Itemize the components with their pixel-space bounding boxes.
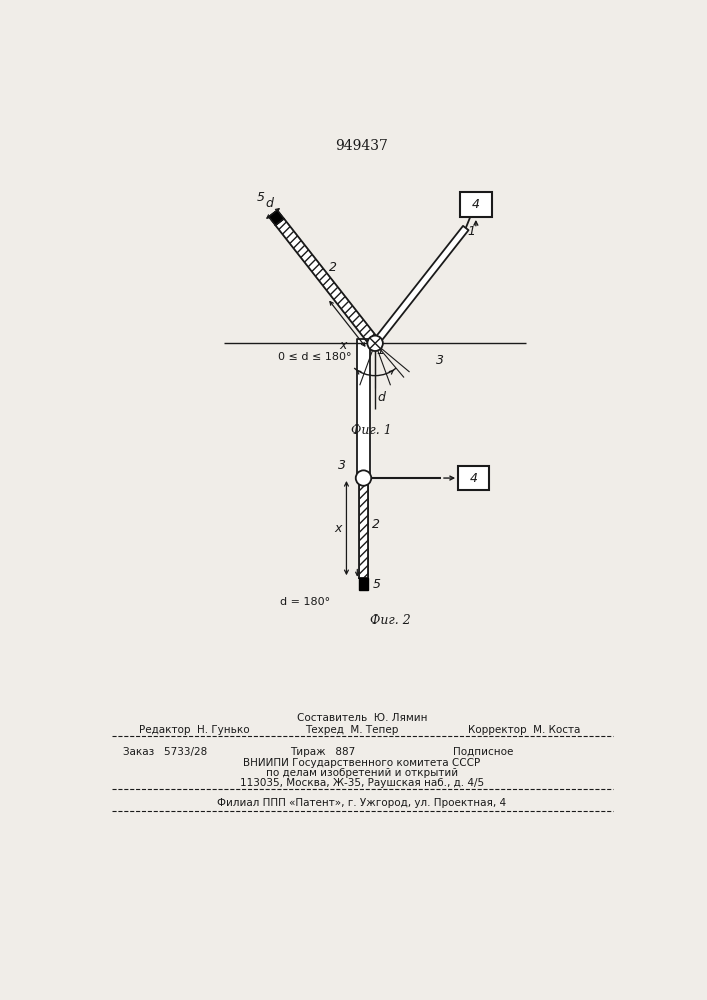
Polygon shape [276,219,380,347]
Text: 113035, Москва, Ж-35, Раушская наб., д. 4/5: 113035, Москва, Ж-35, Раушская наб., д. … [240,778,484,788]
Polygon shape [359,478,368,578]
Text: 4: 4 [469,472,477,485]
Text: 1: 1 [467,225,475,238]
Text: Составитель  Ю. Лямин: Составитель Ю. Лямин [297,713,427,723]
Text: x: x [334,522,341,535]
Text: 0 ≤ d ≤ 180°: 0 ≤ d ≤ 180° [279,352,352,362]
Text: ВНИИПИ Государственного комитета СССР: ВНИИПИ Государственного комитета СССР [243,758,481,768]
Text: Фиг. 2: Фиг. 2 [370,614,411,627]
Text: 3: 3 [436,354,443,367]
Text: Техред  М. Тепер: Техред М. Тепер [305,725,399,735]
Text: Фиг. 1: Фиг. 1 [351,424,392,437]
Circle shape [356,470,371,486]
Text: Редактор  Н. Гунько: Редактор Н. Гунько [139,725,250,735]
Text: d = 180°: d = 180° [280,597,329,607]
Bar [460,192,492,217]
Text: x: x [340,339,347,352]
Circle shape [368,336,383,351]
Polygon shape [373,226,469,345]
Text: d: d [265,197,273,210]
Text: 2: 2 [329,261,337,274]
Text: 4: 4 [472,198,480,211]
Text: 5: 5 [373,578,380,591]
Text: Подписное: Подписное [452,747,513,757]
Polygon shape [356,339,370,478]
Text: 3: 3 [339,459,346,472]
Text: Заказ   5733/28: Заказ 5733/28 [123,747,207,757]
Polygon shape [269,210,284,225]
Text: d: d [378,391,385,404]
Text: 1: 1 [377,344,385,358]
Text: 5: 5 [257,191,265,204]
Text: 949437: 949437 [336,139,388,153]
Text: по делам изобретений и открытий: по делам изобретений и открытий [266,768,458,778]
Text: 2: 2 [373,518,380,531]
Polygon shape [359,578,368,590]
Text: Тираж   887: Тираж 887 [290,747,355,757]
Text: Филиал ППП «Патент», г. Ужгород, ул. Проектная, 4: Филиал ППП «Патент», г. Ужгород, ул. Про… [217,798,506,808]
Bar [458,466,489,490]
Text: Корректор  М. Коста: Корректор М. Коста [468,725,580,735]
